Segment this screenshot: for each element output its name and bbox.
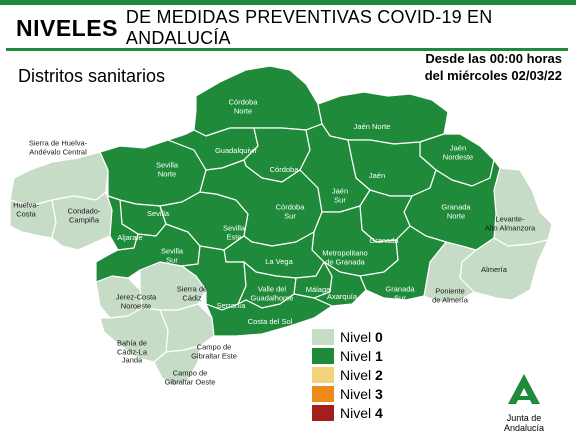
label-costa-del-sol: Costa del Sol <box>247 316 293 326</box>
date-line-2: del miércoles 02/03/22 <box>424 68 562 83</box>
legend-number-1: 1 <box>375 348 383 364</box>
label-jaen: Jaén <box>368 170 386 180</box>
label-granada: Granada <box>369 235 399 245</box>
label-condado-campina: Condado- Campiña <box>67 206 101 224</box>
map-subtitle: Distritos sanitarios <box>18 66 166 86</box>
label-cordoba-norte: Córdoba Norte <box>228 97 258 115</box>
label-cordoba-sur: Córdoba Sur <box>275 202 305 220</box>
legend-prefix-3: Nivel <box>340 386 376 402</box>
label-sierra-cadiz: Sierra de Cádiz <box>176 284 208 302</box>
label-axarquia: Axarquía <box>326 291 358 301</box>
label-cordoba: Córdoba <box>269 164 299 174</box>
title-rest: DE MEDIDAS PREVENTIVAS COVID-19 EN ANDAL… <box>125 7 493 48</box>
label-la-vega: La Vega <box>265 256 293 266</box>
label-levante: Levante- Alto Almanzora <box>484 214 536 232</box>
legend-prefix-1: Nivel <box>340 348 376 364</box>
legend-prefix-2: Nivel <box>340 367 376 383</box>
label-malaga: Málaga <box>305 284 331 294</box>
district-jaen-norte[interactable] <box>317 91 449 145</box>
label-sevilla: Sevilla <box>146 208 170 218</box>
district-sierra-huelva[interactable] <box>9 151 109 207</box>
district-axarquia[interactable] <box>313 261 367 307</box>
label-granada-sur: Granada Sur <box>385 284 415 302</box>
junta-andalucia-logo: Junta de Andalucía <box>486 372 562 433</box>
label-granada-norte: Granada Norte <box>441 202 471 220</box>
district-cordoba-norte[interactable] <box>193 65 323 137</box>
legend-number-0: 0 <box>375 329 383 345</box>
district-sevilla-norte[interactable] <box>99 139 207 207</box>
legend-swatch-1 <box>312 348 334 364</box>
legend-swatch-0 <box>312 329 334 345</box>
label-sevilla-este: Sevilla Este <box>222 223 246 241</box>
legend-item-0: Nivel 0 <box>312 328 383 346</box>
label-campo-gibraltar-este: Campo de Gibraltar Este <box>191 342 237 360</box>
legend-prefix-4: Nivel <box>340 405 376 421</box>
legend-number-4: 4 <box>375 405 383 421</box>
legend-number-3: 3 <box>375 386 383 402</box>
district-levante-alto-almanzora[interactable] <box>493 167 553 247</box>
title-bar: NIVELES DE MEDIDAS PREVENTIVAS COVID-19 … <box>6 7 568 51</box>
top-accent-bar <box>0 0 576 5</box>
label-campo-gibraltar-oeste: Campo de Gibraltar Oeste <box>164 368 216 386</box>
legend-swatch-2 <box>312 367 334 383</box>
label-poniente-almeria: Poniente de Almería <box>432 286 468 304</box>
legend-number-2: 2 <box>375 367 383 383</box>
label-sevilla-sur: Sevilla Sur <box>160 246 184 264</box>
label-guadalquivir: Guadalquivir <box>214 145 258 155</box>
legend: Nivel 0 Nivel 1 Nivel 2 Nivel 3 Nivel 4 <box>312 328 383 423</box>
logo-text: Junta de Andalucía <box>503 413 545 433</box>
label-serrania: Serranía <box>216 300 246 310</box>
label-jaen-nordeste: Jaén Nordeste <box>442 143 474 161</box>
district-condado-campina[interactable] <box>51 191 113 251</box>
district-sevilla-sur[interactable] <box>95 223 201 283</box>
junta-andalucia-logo-icon <box>508 374 540 404</box>
date-block: Desde las 00:00 horas del miércoles 02/0… <box>425 50 562 84</box>
label-valle-guadalhorce: Valle del Guadalhorce <box>250 284 294 302</box>
district-granada-sur[interactable] <box>359 225 447 301</box>
label-almeria: Almería <box>481 264 507 274</box>
title-bold: NIVELES <box>16 14 118 41</box>
label-sevilla-norte: Sevilla Norte <box>155 160 179 178</box>
legend-swatch-4 <box>312 405 334 421</box>
label-bahia-cadiz: Bahía de Cádiz-La Janda <box>116 338 148 365</box>
legend-prefix-0: Nivel <box>340 329 376 345</box>
label-jerez-costa: Jerez-Costa Noroeste <box>115 292 157 310</box>
label-jaen-sur: Jaén Sur <box>331 186 349 204</box>
label-huelva-costa: Huelva- Costa <box>13 200 39 218</box>
district-campo-gibraltar-este[interactable] <box>159 303 215 353</box>
label-jaen-norte: Jaén Norte <box>353 121 391 131</box>
legend-item-4: Nivel 4 <box>312 404 383 422</box>
district-campo-gibraltar-oeste[interactable] <box>153 345 201 387</box>
legend-swatch-3 <box>312 386 334 402</box>
legend-item-2: Nivel 2 <box>312 366 383 384</box>
legend-item-1: Nivel 1 <box>312 347 383 365</box>
legend-item-3: Nivel 3 <box>312 385 383 403</box>
label-aljarafe: Aljarafe <box>117 232 143 242</box>
label-sierra-huelva: Sierra de Huelva- Andévalo Central <box>28 138 88 156</box>
date-line-1: Desde las 00:00 horas <box>425 51 562 66</box>
district-costa-del-sol[interactable] <box>205 293 333 337</box>
label-metropolitano-granada: Metropolitano de Granada <box>322 248 368 266</box>
